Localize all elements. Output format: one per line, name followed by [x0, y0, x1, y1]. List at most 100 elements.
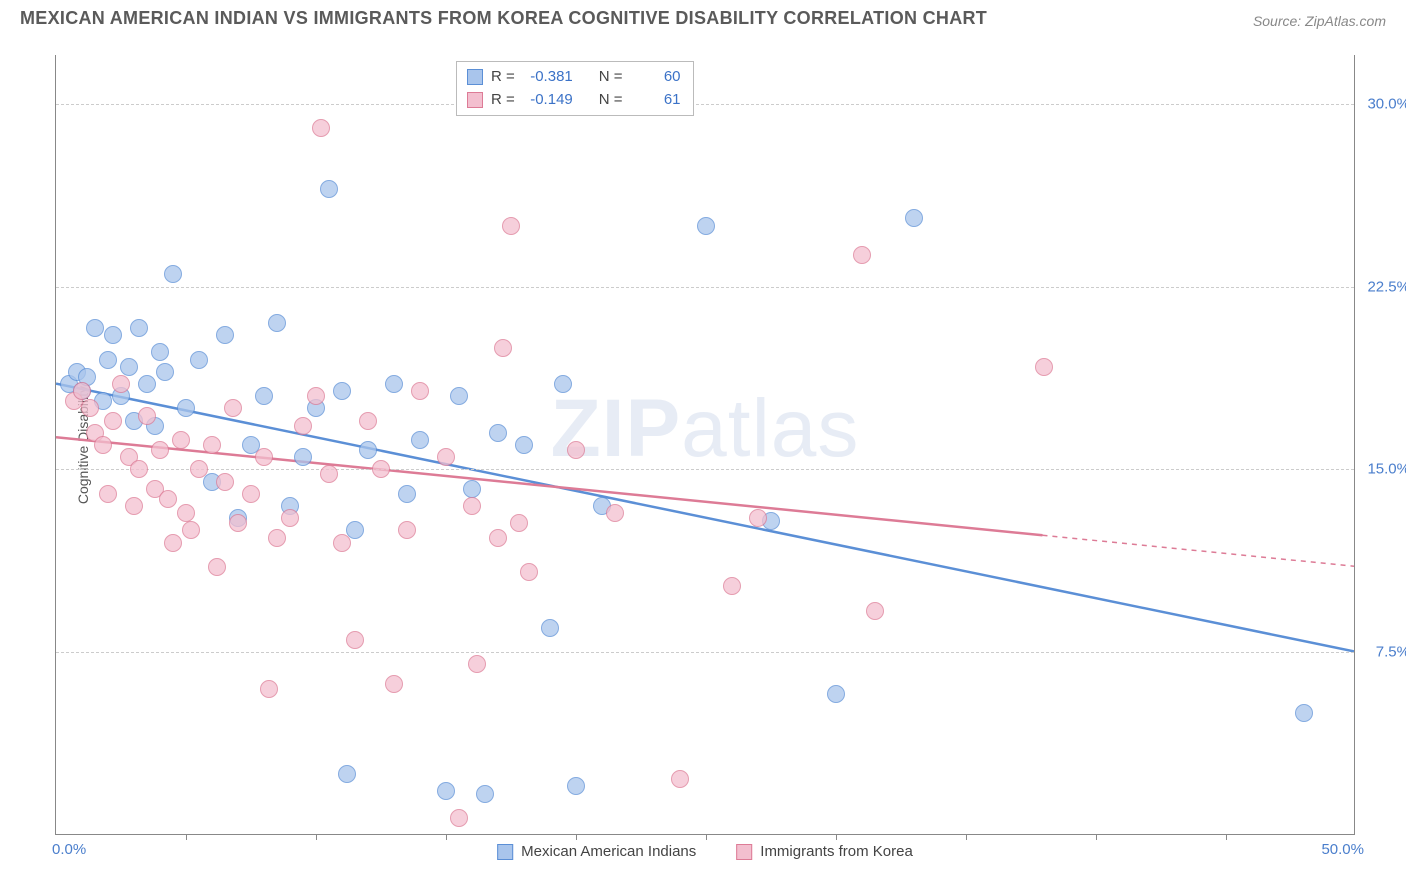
scatter-point [86, 319, 104, 337]
legend-label: Mexican American Indians [521, 843, 696, 860]
scatter-point [489, 529, 507, 547]
stats-row: R = -0.149 N = 61 [467, 89, 681, 112]
x-tick [186, 834, 187, 840]
scatter-point [81, 399, 99, 417]
scatter-point [333, 534, 351, 552]
scatter-point [268, 529, 286, 547]
scatter-point [120, 358, 138, 376]
scatter-point [172, 431, 190, 449]
swatch-icon [467, 92, 483, 108]
stat-r-label: R = [491, 89, 515, 112]
scatter-point [99, 351, 117, 369]
scatter-point [320, 180, 338, 198]
y-tick-label: 15.0% [1367, 461, 1406, 478]
scatter-point [130, 319, 148, 337]
scatter-point [164, 265, 182, 283]
swatch-icon [467, 69, 483, 85]
scatter-point [494, 339, 512, 357]
scatter-point [294, 417, 312, 435]
x-tick [836, 834, 837, 840]
stat-n-label: N = [599, 89, 623, 112]
stat-r-value: -0.149 [523, 89, 573, 112]
y-tick-label: 22.5% [1367, 278, 1406, 295]
watermark: ZIPatlas [551, 382, 860, 476]
scatter-point [281, 509, 299, 527]
scatter-point [1295, 704, 1313, 722]
scatter-point [476, 785, 494, 803]
scatter-point [94, 436, 112, 454]
x-tick [446, 834, 447, 840]
scatter-point [112, 375, 130, 393]
scatter-point [159, 490, 177, 508]
scatter-point [541, 619, 559, 637]
stats-box: R = -0.381 N = 60 R = -0.149 N = 61 [456, 61, 694, 116]
stat-r-value: -0.381 [523, 66, 573, 89]
scatter-point [156, 363, 174, 381]
x-min-label: 0.0% [52, 841, 86, 858]
scatter-point [182, 521, 200, 539]
scatter-point [606, 504, 624, 522]
scatter-point [502, 217, 520, 235]
grid-line [56, 287, 1354, 288]
scatter-point [411, 431, 429, 449]
grid-line [56, 469, 1354, 470]
scatter-point [73, 382, 91, 400]
scatter-point [151, 343, 169, 361]
scatter-point [229, 514, 247, 532]
scatter-point [567, 441, 585, 459]
scatter-point [338, 765, 356, 783]
scatter-point [554, 375, 572, 393]
scatter-point [216, 473, 234, 491]
x-tick [316, 834, 317, 840]
scatter-point [905, 209, 923, 227]
scatter-point [671, 770, 689, 788]
scatter-point [333, 382, 351, 400]
x-max-label: 50.0% [1321, 841, 1364, 858]
scatter-point [294, 448, 312, 466]
watermark-light: atlas [681, 383, 859, 474]
x-tick [706, 834, 707, 840]
scatter-point [385, 375, 403, 393]
scatter-point [255, 448, 273, 466]
grid-line [56, 652, 1354, 653]
scatter-point [853, 246, 871, 264]
scatter-point [216, 326, 234, 344]
scatter-point [372, 460, 390, 478]
scatter-point [866, 602, 884, 620]
scatter-point [104, 412, 122, 430]
scatter-point [398, 485, 416, 503]
source-label: Source: ZipAtlas.com [1253, 13, 1386, 29]
swatch-icon [736, 844, 752, 860]
y-tick-label: 30.0% [1367, 95, 1406, 112]
scatter-point [164, 534, 182, 552]
x-tick [966, 834, 967, 840]
scatter-point [827, 685, 845, 703]
chart-title: MEXICAN AMERICAN INDIAN VS IMMIGRANTS FR… [20, 8, 987, 29]
scatter-point [104, 326, 122, 344]
scatter-point [437, 782, 455, 800]
scatter-point [411, 382, 429, 400]
scatter-point [190, 351, 208, 369]
x-tick [1096, 834, 1097, 840]
scatter-point [450, 809, 468, 827]
stat-n-value: 60 [631, 66, 681, 89]
stat-n-label: N = [599, 66, 623, 89]
scatter-point [138, 375, 156, 393]
scatter-point [515, 436, 533, 454]
scatter-point [320, 465, 338, 483]
scatter-point [749, 509, 767, 527]
scatter-point [190, 460, 208, 478]
scatter-point [99, 485, 117, 503]
scatter-point [437, 448, 455, 466]
scatter-point [450, 387, 468, 405]
bottom-legend: Mexican American Indians Immigrants from… [497, 843, 913, 860]
scatter-point [307, 387, 325, 405]
scatter-point [203, 436, 221, 454]
scatter-point [463, 480, 481, 498]
scatter-point [138, 407, 156, 425]
stats-row: R = -0.381 N = 60 [467, 66, 681, 89]
stat-r-label: R = [491, 66, 515, 89]
grid-line [56, 104, 1354, 105]
scatter-point [567, 777, 585, 795]
scatter-point [359, 441, 377, 459]
